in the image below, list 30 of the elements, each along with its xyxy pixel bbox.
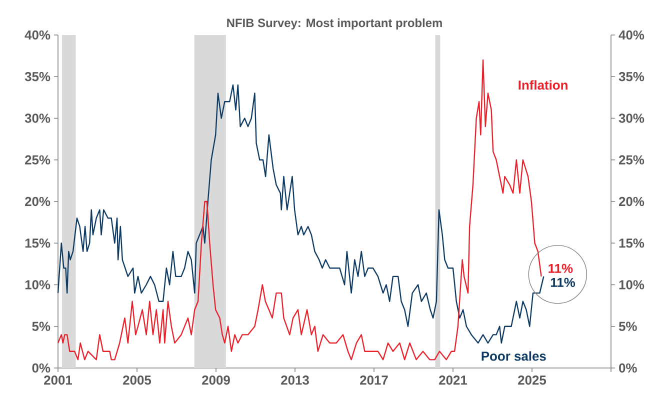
y2-tick-label: 40% [618, 30, 644, 40]
y-tick-label: 5% [32, 322, 50, 331]
y2-tick-label: 20% [618, 196, 644, 206]
x-tick-label: 2017 [360, 376, 388, 385]
data-label: 11% [548, 264, 573, 273]
y-tick-label: 10% [25, 280, 50, 290]
y-tick-label: 35% [24, 72, 50, 82]
y-tick-label: 40% [24, 30, 50, 40]
chart-title: NFIB Survey: Most important problem [227, 18, 442, 30]
x-tick-label: 2025 [518, 376, 546, 385]
y-tick-label: 0% [32, 363, 50, 373]
y-tick-label: 15% [25, 238, 50, 248]
y2-tick-label: 10% [619, 280, 644, 290]
y2-tick-label: 35% [618, 72, 644, 82]
x-tick-label: 2005 [123, 376, 152, 385]
y-tick-label: 30% [24, 114, 50, 123]
y2-tick-label: 25% [618, 155, 644, 164]
x-tick-label: 2013 [281, 376, 309, 385]
text: Inflation [518, 80, 568, 90]
y2-tick-label: 5% [618, 322, 637, 331]
y2-tick-label: 30% [618, 114, 644, 123]
x-tick-label: 2009 [202, 376, 230, 385]
y-tick-label: 25% [25, 155, 50, 164]
x-tick-label: 2001 [44, 376, 72, 385]
y2-tick-label: 0% [619, 363, 637, 373]
y-tick-label: 20% [25, 196, 50, 206]
data-label: 11% [550, 278, 576, 287]
series-label: Poor sales [482, 351, 546, 361]
y2-tick-label: 15% [619, 238, 644, 248]
x-tick-label: 2021 [439, 376, 468, 385]
